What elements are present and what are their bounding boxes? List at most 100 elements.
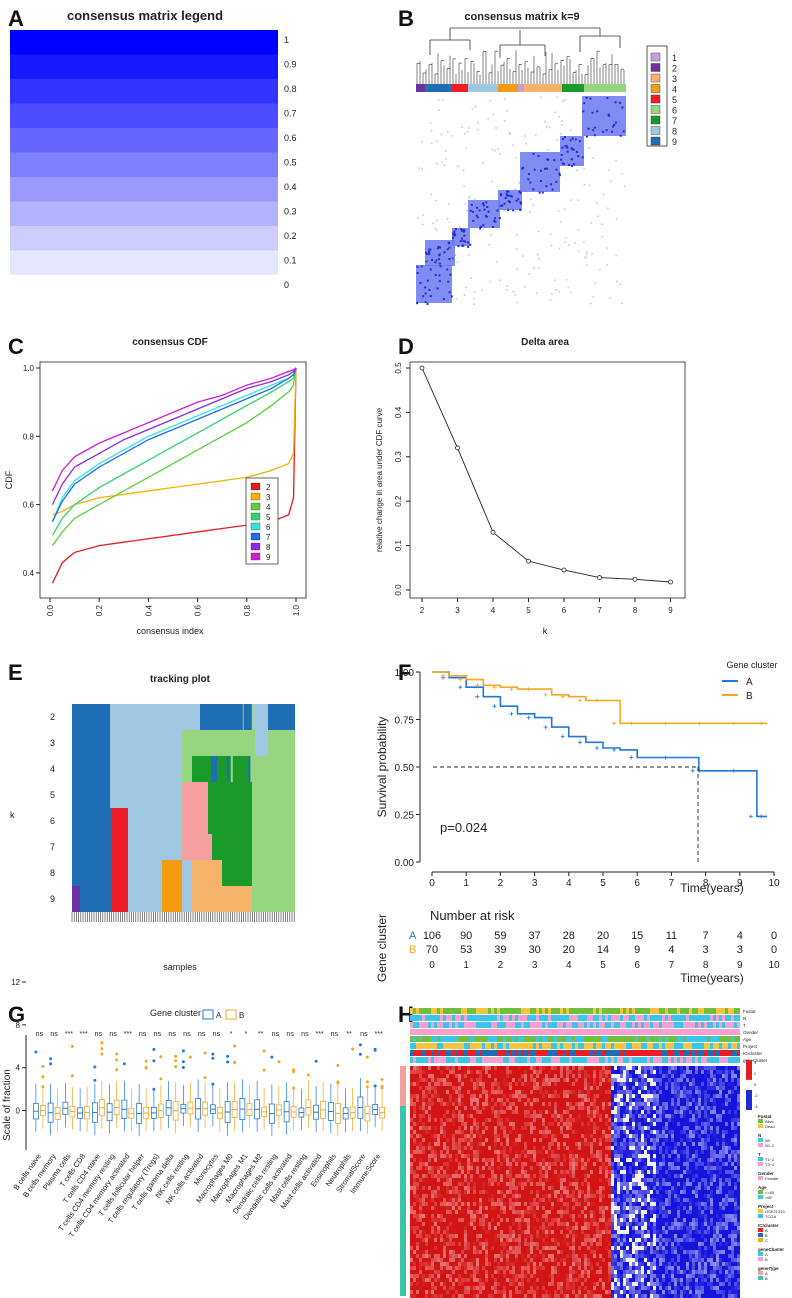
tracking-segment: [72, 704, 110, 730]
heatmap-cell: [509, 1066, 512, 1070]
heatmap-cell: [560, 1102, 563, 1106]
heatmap-cell: [701, 1158, 704, 1162]
heatmap-cell: [410, 1154, 413, 1158]
heatmap-cell: [485, 1142, 488, 1146]
heatmap-cell: [710, 1082, 713, 1086]
heatmap-cell: [614, 1122, 617, 1126]
censor-mark: [697, 721, 702, 726]
annotation-cell: [449, 1008, 452, 1014]
consensus-noise: [436, 249, 439, 252]
heatmap-cell: [554, 1146, 557, 1150]
annotation-cell: [563, 1043, 566, 1049]
heatmap-cell: [689, 1082, 692, 1086]
annotation-cell: [632, 1043, 635, 1049]
heatmap-cell: [578, 1066, 581, 1070]
consensus-noise: [487, 118, 489, 120]
heatmap-cell: [554, 1094, 557, 1098]
heatmap-cell: [479, 1166, 482, 1170]
heatmap-cell: [638, 1162, 641, 1166]
consensus-noise: [432, 222, 434, 225]
consensus-cell: [436, 287, 439, 290]
heatmap-cell: [569, 1162, 572, 1166]
heatmap-cell: [719, 1070, 722, 1074]
legend-value-label: 0.7: [284, 109, 297, 119]
heatmap-cell: [464, 1106, 467, 1110]
heatmap-cell: [698, 1098, 701, 1102]
tracking-segment: [192, 860, 222, 886]
heatmap-cell: [704, 1126, 707, 1130]
heatmap-cell: [692, 1110, 695, 1114]
heatmap-cell: [716, 1126, 719, 1130]
heatmap-cell: [527, 1098, 530, 1102]
heatmap-cell: [536, 1130, 539, 1134]
x-tick-label: 0.2: [95, 604, 104, 616]
heatmap-cell: [437, 1094, 440, 1098]
heatmap-cell: [641, 1146, 644, 1150]
heatmap-cell: [584, 1110, 587, 1114]
heatmap-cell: [488, 1098, 491, 1102]
heatmap-cell: [491, 1166, 494, 1170]
consensus-noise: [451, 257, 454, 260]
consensus-noise: [555, 288, 557, 291]
heatmap-cell: [605, 1146, 608, 1150]
heatmap-cell: [599, 1166, 602, 1170]
heatmap-cell: [728, 1142, 731, 1146]
heatmap-cell: [569, 1114, 572, 1118]
heatmap-cell: [536, 1150, 539, 1154]
annotation-cell: [557, 1036, 560, 1042]
consensus-noise: [490, 234, 492, 236]
heatmap-cell: [653, 1134, 656, 1138]
heatmap-cell: [644, 1114, 647, 1118]
heatmap-cell: [680, 1094, 683, 1098]
heatmap-cell: [563, 1130, 566, 1134]
consensus-cell: [510, 195, 513, 198]
heatmap-cell: [668, 1126, 671, 1130]
annotation-cell: [581, 1050, 584, 1056]
heatmap-cell: [683, 1090, 686, 1094]
consensus-noise: [588, 184, 591, 187]
annotation-cell: [476, 1057, 479, 1063]
heatmap-cell: [593, 1070, 596, 1074]
annotation-cell: [479, 1050, 482, 1056]
annotation-cell: [539, 1015, 542, 1021]
heatmap-cell: [515, 1118, 518, 1122]
heatmap-cell: [533, 1122, 536, 1126]
annotation-cell: [677, 1022, 680, 1028]
heatmap-cell: [479, 1074, 482, 1078]
tracking-segment: [128, 886, 162, 912]
consensus-cell: [500, 194, 503, 197]
annotation-cell: [734, 1008, 737, 1014]
heatmap-cell: [479, 1122, 482, 1126]
annotation-cell: [551, 1022, 554, 1028]
heatmap-cell: [659, 1110, 662, 1114]
cluster-colorbar-segment: [452, 84, 468, 92]
annotation-cell: [629, 1015, 632, 1021]
annotation-cell: [629, 1036, 632, 1042]
heatmap-cell: [518, 1126, 521, 1130]
consensus-cell: [602, 130, 605, 133]
annotation-cell: [656, 1015, 659, 1021]
consensus-noise: [558, 247, 561, 250]
annotation-cell: [452, 1057, 455, 1063]
heatmap-cell: [482, 1134, 485, 1138]
heatmap-cell: [686, 1162, 689, 1166]
annotation-cell: [716, 1008, 719, 1014]
heatmap-cell: [644, 1078, 647, 1082]
heatmap-cell: [551, 1110, 554, 1114]
heatmap-cell: [530, 1142, 533, 1146]
consensus-cell: [438, 280, 441, 283]
heatmap-cell: [662, 1146, 665, 1150]
consensus-noise: [544, 121, 546, 123]
annotation-cell: [530, 1029, 533, 1035]
y-tick-label: 0.8: [23, 432, 35, 441]
heatmap-cell: [467, 1106, 470, 1110]
heatmap-cell: [647, 1142, 650, 1146]
tracking-row-label: 3: [50, 738, 55, 748]
heatmap-cell: [701, 1098, 704, 1102]
annotation-cell: [422, 1050, 425, 1056]
heatmap-cell: [485, 1086, 488, 1090]
annotation-cell: [506, 1008, 509, 1014]
heatmap-cell: [461, 1066, 464, 1070]
annotation-cell: [527, 1008, 530, 1014]
